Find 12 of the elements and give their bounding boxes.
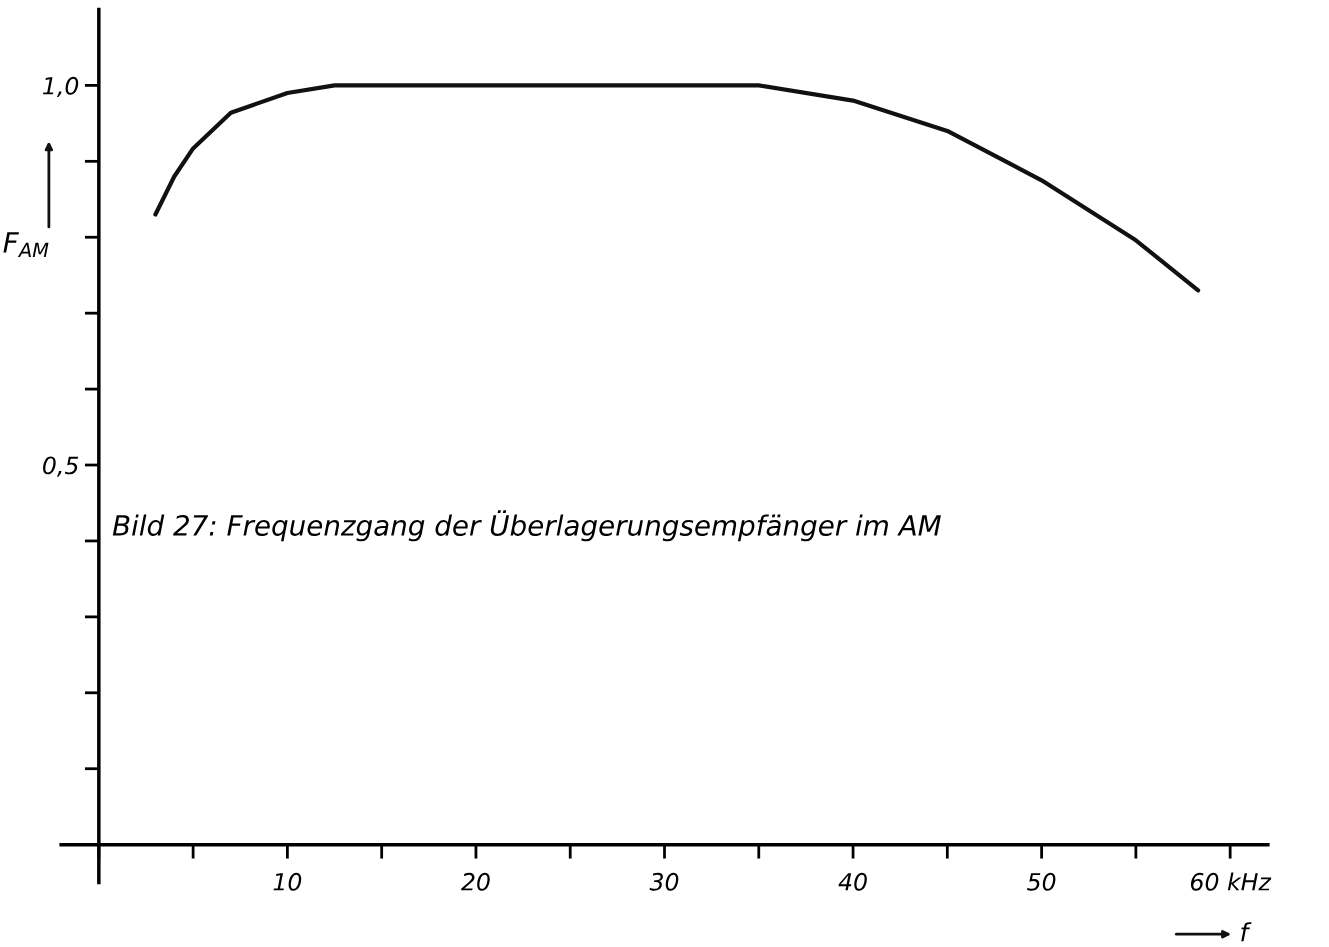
x-tick-label: 40	[838, 872, 867, 891]
x-tick-label: 50	[1027, 872, 1056, 891]
x-tick-label: 10	[273, 872, 302, 891]
y-tick-label: 1,0	[43, 76, 79, 98]
x-tick-label: 30	[649, 872, 679, 891]
x-tick-label: 60 kHz	[1190, 872, 1272, 891]
annotation: Bild 27: Frequenzgang der Überlagerungsempfänger im AM	[112, 510, 941, 542]
x-axis-title: f	[1241, 922, 1252, 942]
y-axis-title: F$_{AM}$	[3, 232, 49, 258]
x-tick-label: 20	[461, 872, 490, 891]
line-series	[153, 83, 1201, 293]
y-tick-label: 0,5	[43, 456, 79, 477]
